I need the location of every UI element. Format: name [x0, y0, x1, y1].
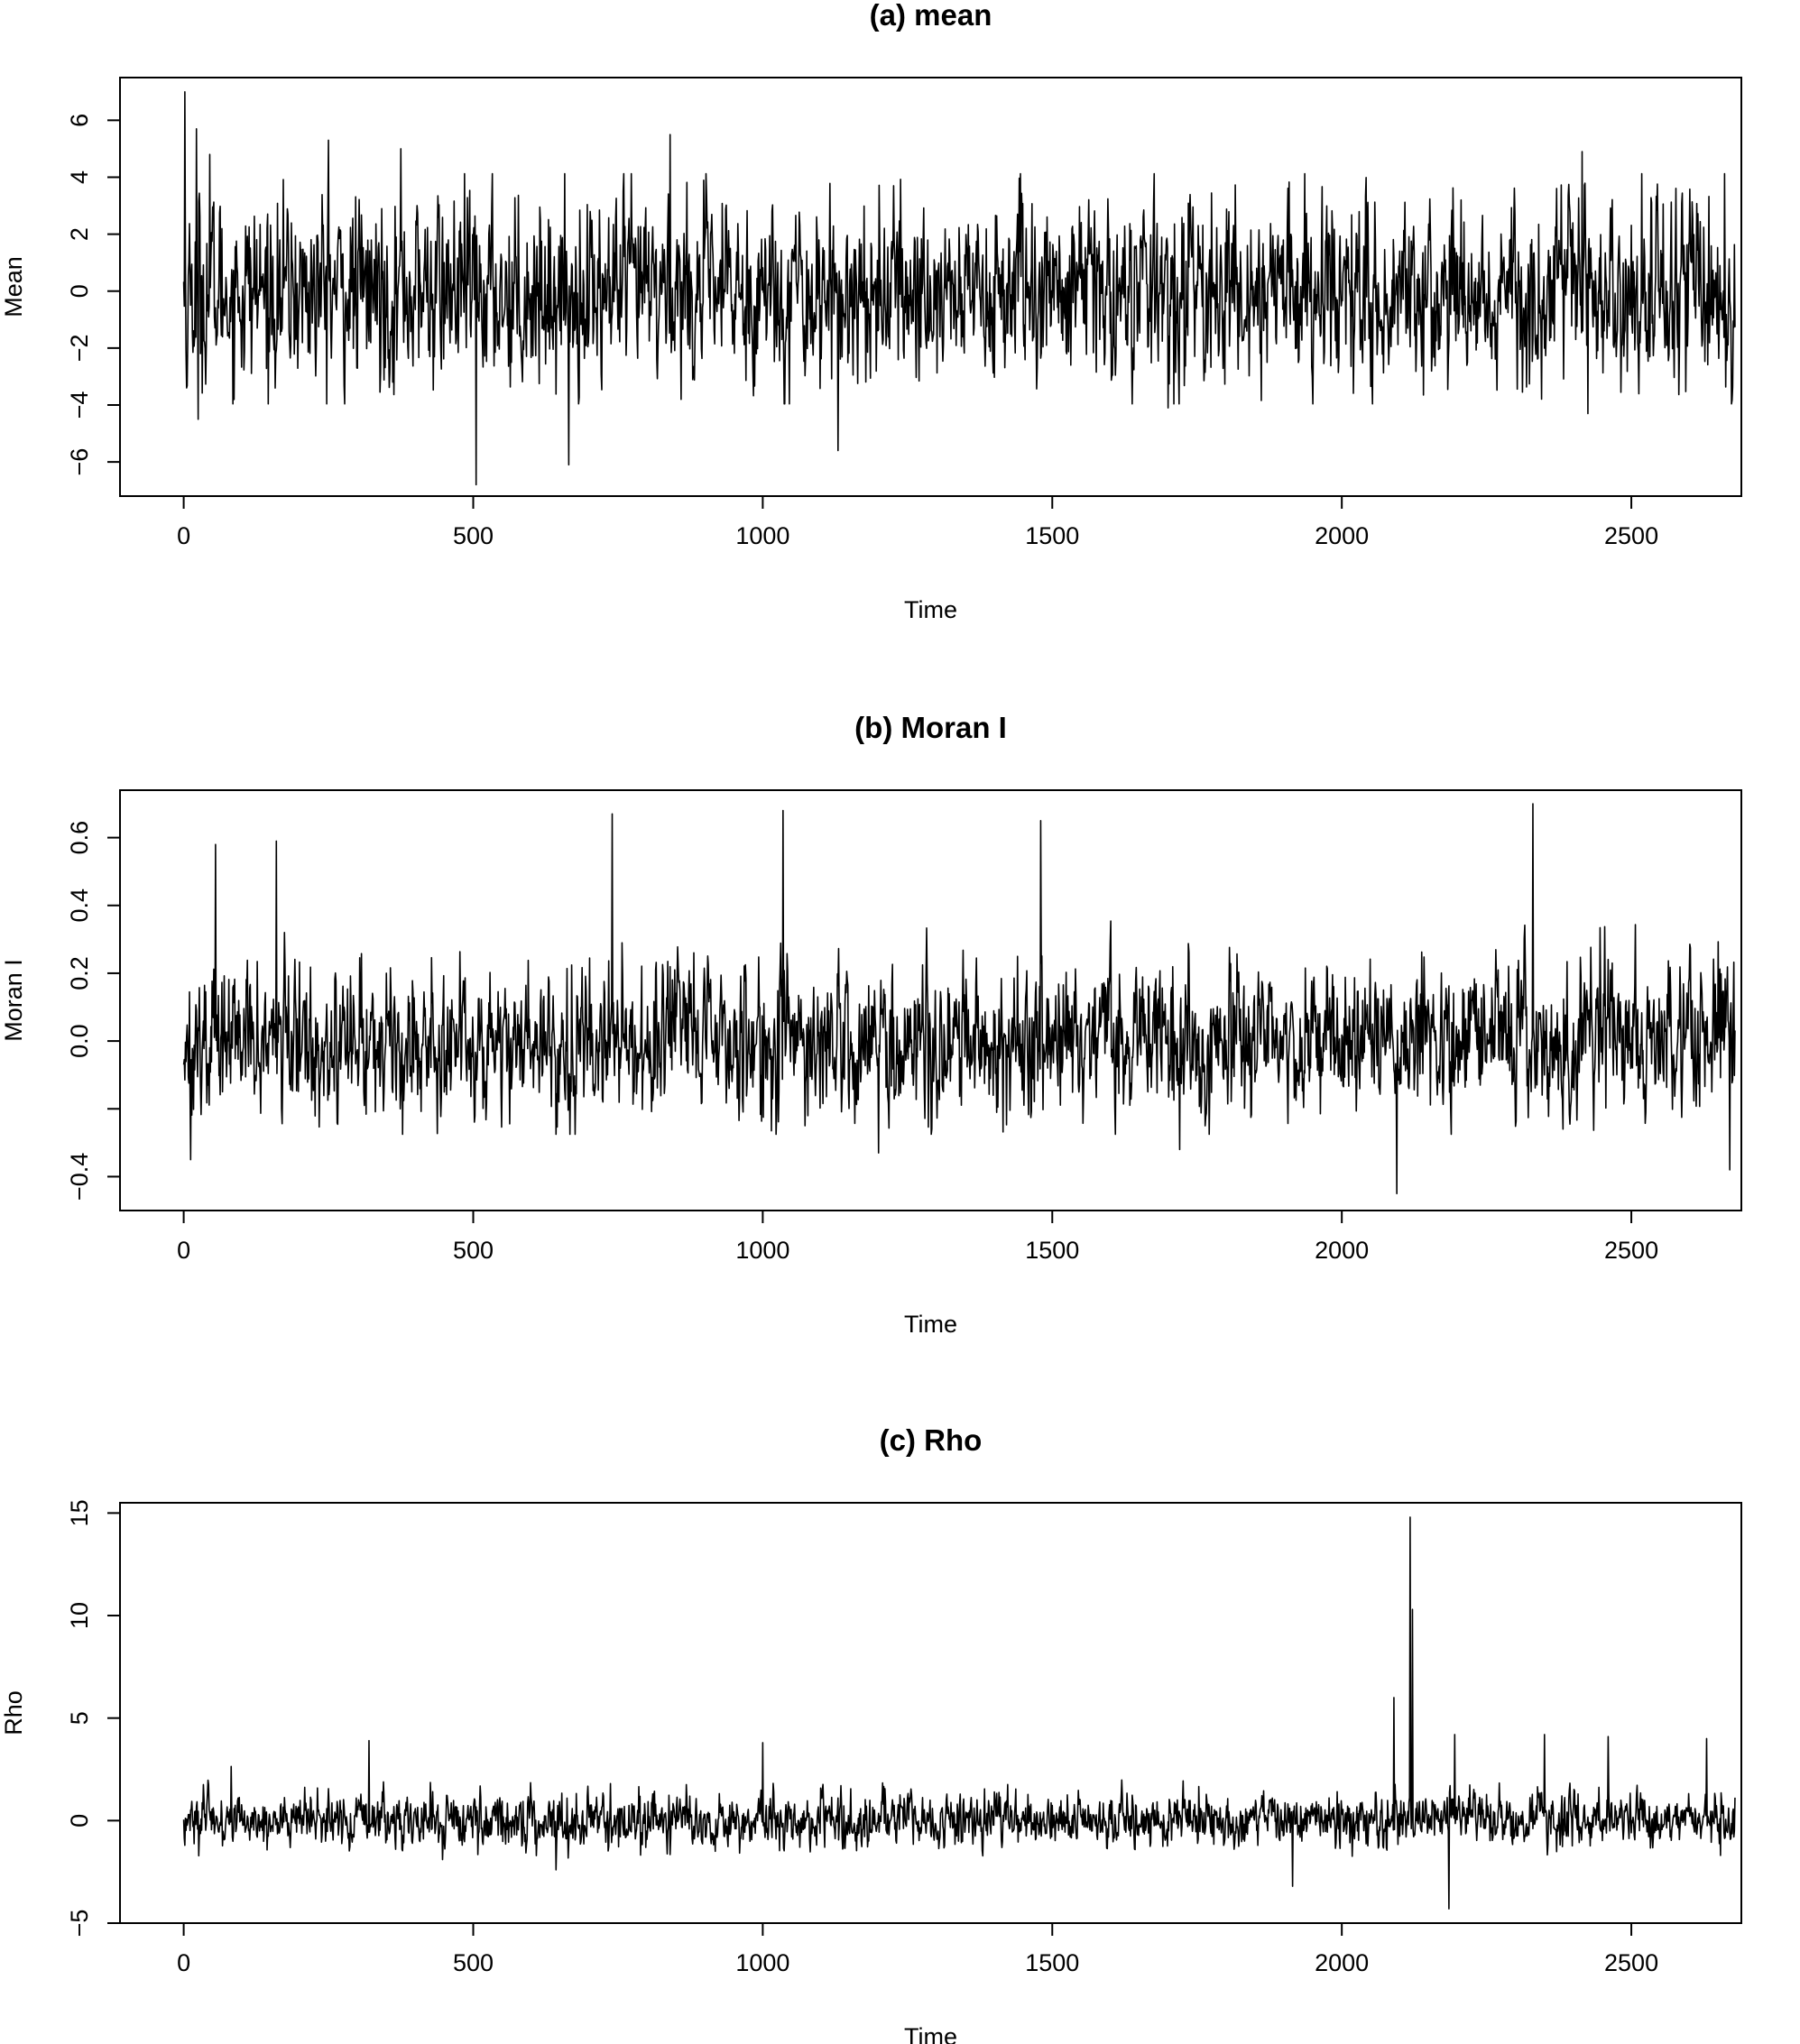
x-tick-label: 1500 [1025, 522, 1079, 549]
y-axis-label: Moran I [0, 959, 27, 1042]
chart-title: (c) Rho [880, 1423, 983, 1457]
panel-b-moran-i: (b) Moran I 0 500 1000 1500 2000 2500 Time −0.4 0… [0, 711, 1742, 1338]
x-tick-label: 500 [453, 522, 494, 549]
plot-frame [119, 1502, 1742, 1924]
x-tick-label: 1000 [735, 1237, 789, 1264]
x-tick-label: 2000 [1315, 522, 1369, 549]
chart-title: (b) Moran I [854, 711, 1007, 744]
x-tick-label: 500 [453, 1949, 494, 1976]
y-tick-label: −2 [66, 334, 93, 362]
x-tick-label: 0 [177, 522, 190, 549]
y-tick-label: 0.2 [66, 956, 93, 990]
y-tick-label: 2 [66, 227, 93, 241]
y-axis: −6 −4 −2 0 2 4 6 Mean [0, 114, 121, 476]
series-line [182, 90, 1736, 486]
y-tick-label: −6 [66, 448, 93, 476]
y-tick-label: 0.0 [66, 1024, 93, 1058]
y-tick-label: 0.4 [66, 888, 93, 923]
x-axis: 0 500 1000 1500 2000 2500 Time [177, 495, 1658, 623]
x-tick-label: 500 [453, 1237, 494, 1264]
x-tick-label: 1500 [1025, 1949, 1079, 1976]
x-tick-label: 1000 [735, 522, 789, 549]
y-axis: −0.4 0.0 0.2 0.4 0.6 Moran I [0, 821, 121, 1201]
y-tick-label: 15 [66, 1499, 93, 1526]
y-tick-label: 10 [66, 1602, 93, 1629]
x-tick-label: 1500 [1025, 1237, 1079, 1264]
y-tick-label: −0.4 [66, 1153, 93, 1201]
y-tick-label: 4 [66, 170, 93, 184]
x-axis-label: Time [904, 2023, 957, 2044]
y-tick-label: 6 [66, 114, 93, 127]
x-axis-label: Time [904, 596, 957, 623]
x-tick-label: 2500 [1604, 522, 1658, 549]
y-axis-label: Rho [0, 1690, 27, 1736]
x-axis-label: Time [904, 1311, 957, 1338]
y-tick-label: 0 [66, 284, 93, 298]
y-tick-label: 5 [66, 1711, 93, 1725]
y-tick-label: −4 [66, 391, 93, 419]
x-tick-label: 1000 [735, 1949, 789, 1976]
x-tick-label: 0 [177, 1949, 190, 1976]
series-line [182, 803, 1736, 1195]
x-tick-label: 0 [177, 1237, 190, 1264]
y-axis-label: Mean [0, 256, 27, 318]
series-line [182, 1516, 1736, 1910]
x-tick-label: 2500 [1604, 1949, 1658, 1976]
y-tick-label: −5 [66, 1910, 93, 1938]
panel-a-mean: (a) mean 0 500 1000 1500 2000 2500 Time −6 −4 −2 0 2… [0, 0, 1742, 623]
x-tick-label: 2000 [1315, 1237, 1369, 1264]
x-tick-label: 2500 [1604, 1237, 1658, 1264]
chart-title: (a) mean [870, 0, 992, 32]
x-axis: 0 500 1000 1500 2000 2500 Time [177, 1922, 1658, 2044]
x-axis: 0 500 1000 1500 2000 2500 Time [177, 1210, 1658, 1338]
y-tick-label: 0.6 [66, 821, 93, 855]
y-tick-label: 0 [66, 1814, 93, 1828]
x-tick-label: 2000 [1315, 1949, 1369, 1976]
panel-c-rho: (c) Rho 0 500 1000 1500 2000 2500 Time −5 0 5 10 15 R… [0, 1423, 1742, 2044]
y-axis: −5 0 5 10 15 Rho [0, 1499, 121, 1938]
